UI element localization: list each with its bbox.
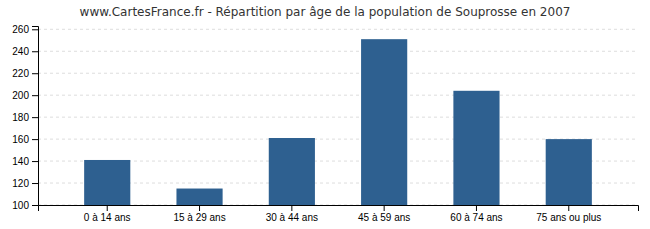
y-tick-label: 240 [12,46,29,57]
y-tick-mark [32,139,38,140]
x-tick-mark [199,205,200,211]
y-tick: 220 [12,68,38,79]
y-axis-line [32,27,39,206]
x-axis-line [39,206,639,212]
y-tick: 120 [12,178,38,189]
grid-line [38,29,638,30]
title: www.CartesFrance.fr - Répartition par âg… [80,5,571,19]
plot: 100 120 140 160 180 200 220 240 260 0 à 14 ans 15 … [12,24,638,223]
y-tick: 180 [12,112,38,123]
bar [269,138,315,205]
x-tick-label: 0 à 14 ans [84,212,131,223]
x-tick-mark [107,205,108,211]
grid-line [38,73,638,74]
y-tick-mark [32,205,38,206]
y-tick-mark [32,73,38,74]
y-tick: 100 [12,200,38,211]
y-tick-mark [32,29,38,30]
x-tick-mark [476,205,477,211]
y-tick-mark [32,95,38,96]
x-tick-mark [384,205,385,211]
x-tick-label: 15 à 29 ans [173,212,225,223]
x-tick-mark [568,205,569,211]
y-tick: 200 [12,90,38,101]
y-tick-mark [32,183,38,184]
grid [38,29,638,205]
x-tick-label: 75 ans ou plus [536,212,601,223]
grid-line [38,95,638,96]
y-tick-mark [32,117,38,118]
y-tick-label: 140 [12,156,29,167]
x-tick: 75 ans ou plus [536,205,601,223]
y-tick-label: 120 [12,178,29,189]
y-tick-label: 100 [12,200,29,211]
x-tick: 0 à 14 ans [84,205,131,223]
x-tick-mark [291,205,292,211]
x-axis: 0 à 14 ans 15 à 29 ans 30 à 44 ans 45 à 59 … [39,205,639,223]
x-tick-label: 30 à 44 ans [266,212,318,223]
x-tick-label: 60 à 74 ans [450,212,502,223]
y-tick: 140 [12,156,38,167]
y-tick: 260 [12,24,38,35]
y-tick-label: 260 [12,24,29,35]
y-tick-label: 160 [12,134,29,145]
y-tick-mark [32,51,38,52]
x-tick-label: 45 à 59 ans [358,212,410,223]
x-tick: 15 à 29 ans [173,205,225,223]
bar [546,139,592,205]
y-tick: 240 [12,46,38,57]
bar [176,189,222,205]
bar [84,160,130,205]
chart: www.CartesFrance.fr - Répartition par âg… [0,0,650,229]
bars [84,39,592,205]
grid-line [38,117,638,118]
bar [361,39,407,205]
bar [453,91,499,205]
y-tick-mark [32,161,38,162]
y-tick-label: 200 [12,90,29,101]
x-tick: 60 à 74 ans [450,205,502,223]
y-tick-label: 220 [12,68,29,79]
grid-line [38,51,638,52]
y-tick: 160 [12,134,38,145]
y-axis: 100 120 140 160 180 200 220 240 260 [12,24,38,211]
y-tick-label: 180 [12,112,29,123]
x-tick: 30 à 44 ans [266,205,318,223]
x-tick: 45 à 59 ans [358,205,410,223]
